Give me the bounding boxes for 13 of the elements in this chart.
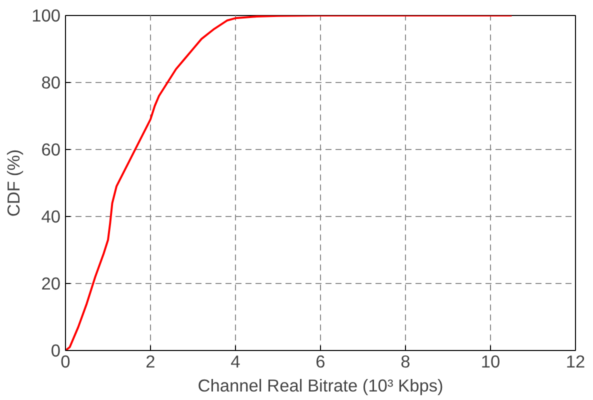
y-tick-label: 20 (41, 274, 61, 294)
y-tick-label: 60 (41, 140, 61, 160)
x-tick-label: 6 (316, 352, 326, 372)
x-tick-label: 12 (566, 352, 586, 372)
x-axis-title: Channel Real Bitrate (10³ Kbps) (198, 376, 444, 396)
x-tick-label: 8 (400, 352, 410, 372)
y-axis-title: CDF (%) (4, 149, 24, 217)
y-tick-label: 80 (41, 72, 61, 92)
y-tick-label: 40 (41, 206, 61, 226)
x-tick-label: 10 (480, 352, 500, 372)
x-tick-label: 4 (230, 352, 241, 372)
x-tick-label: 2 (146, 352, 156, 372)
y-tick-label: 100 (32, 6, 61, 26)
